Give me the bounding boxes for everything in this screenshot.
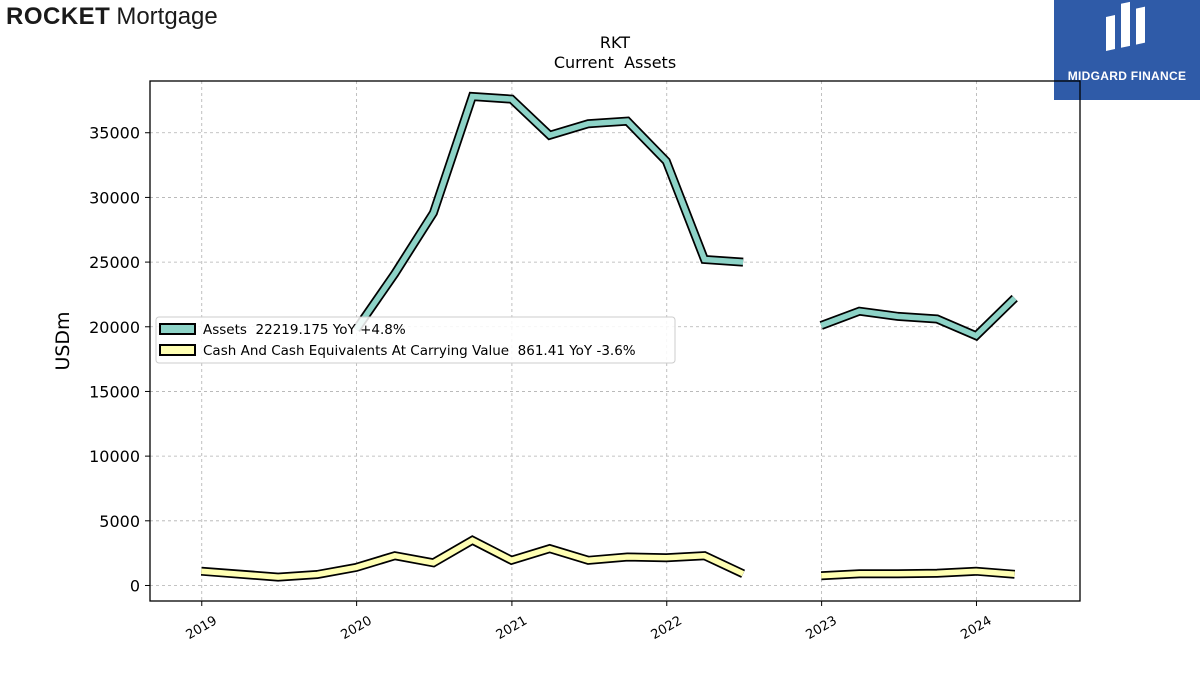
y-axis-label: USDm — [52, 311, 74, 370]
series-1-line — [201, 537, 745, 580]
y-tick-label: 35000 — [89, 124, 140, 143]
legend-box — [155, 316, 676, 364]
series-layer — [200, 91, 1018, 582]
series-0-line — [353, 93, 744, 331]
y-tick-label: 0 — [130, 576, 140, 595]
x-tick-label: 2024 — [958, 613, 994, 643]
y-axis-ticks: 0 5000 10000 15000 20000 25000 30000 35000 — [89, 124, 150, 595]
mortgage-logo-word: Mortgage — [116, 3, 218, 30]
x-axis-ticks: 2019 2020 2021 2022 2023 2024 — [184, 601, 994, 643]
y-tick-label: 20000 — [89, 318, 140, 337]
y-tick-label: 30000 — [89, 188, 140, 207]
x-tick-label: 2022 — [649, 613, 685, 643]
y-tick-label: 25000 — [89, 253, 140, 272]
chart-title: RKT — [600, 33, 630, 52]
x-tick-label: 2020 — [338, 613, 374, 643]
legend: Assets 22219.175 YoY +4.8% Cash And Cash … — [155, 316, 676, 364]
series-1-line — [821, 568, 1015, 579]
chart-subtitle: Current Assets — [554, 53, 676, 72]
rocket-logo-word: ROCKET — [6, 3, 111, 30]
plot-frame — [149, 80, 1081, 602]
legend-label: Assets 22219.175 YoY +4.8% — [203, 322, 406, 338]
y-tick-label: 15000 — [89, 382, 140, 401]
y-tick-label: 10000 — [89, 447, 140, 466]
x-tick-label: 2021 — [494, 613, 530, 643]
series-0-line — [820, 296, 1017, 340]
rocket-mortgage-logo: ROCKET Mortgage — [6, 2, 218, 32]
midgard-finance-label: MIDGARD FINANCE — [1067, 69, 1187, 83]
midgard-mark-icon — [1106, 1, 1145, 51]
y-tick-label: 5000 — [99, 512, 140, 531]
midgard-finance-logo: MIDGARD FINANCE — [1054, 0, 1200, 100]
legend-swatch — [159, 344, 196, 356]
x-tick-label: 2023 — [803, 613, 839, 643]
legend-label: Cash And Cash Equivalents At Carrying Va… — [203, 343, 636, 359]
legend-swatch — [159, 323, 196, 335]
x-tick-label: 2019 — [184, 613, 220, 643]
